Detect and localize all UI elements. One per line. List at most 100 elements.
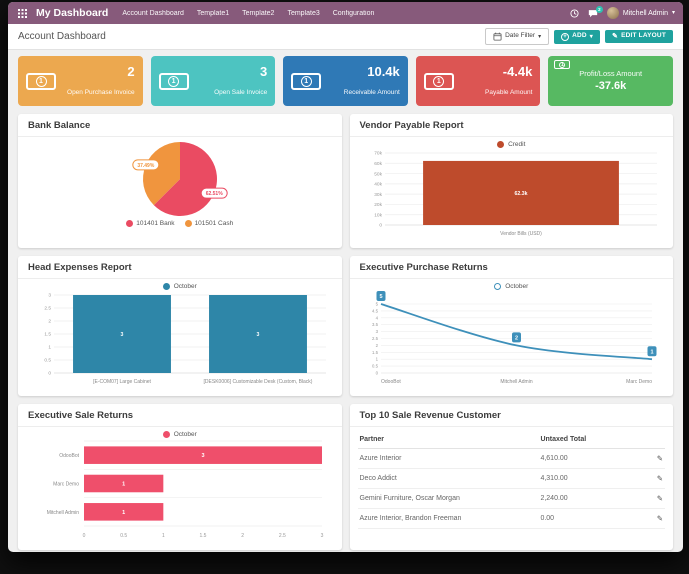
- svg-text:Marc Demo: Marc Demo: [53, 482, 79, 488]
- message-count-badge: 2: [595, 5, 603, 13]
- table-header-untaxed-total: Untaxed Total: [538, 431, 643, 449]
- panel-head-expenses: Head Expenses Report October 0 0.5 1 1.5 2 2.…: [18, 256, 342, 396]
- row-edit-pencil-icon[interactable]: ✎: [656, 454, 663, 463]
- svg-text:0.5: 0.5: [120, 533, 127, 539]
- svg-text:2: 2: [376, 343, 379, 348]
- date-filter-button[interactable]: Date Filter ▾: [485, 28, 550, 45]
- date-filter-label: Date Filter: [505, 32, 536, 40]
- untaxed-total-cell: 4,310.00: [538, 468, 643, 489]
- svg-text:0: 0: [376, 371, 379, 376]
- table-header-partner: Partner: [357, 431, 539, 449]
- kpi-card-profit-loss[interactable]: 1 Profit/Loss Amount -37.6k: [548, 56, 673, 106]
- page-title: Account Dashboard: [18, 31, 106, 42]
- banknote-icon: 1: [158, 72, 189, 90]
- svg-text:3.5: 3.5: [372, 322, 379, 327]
- svg-text:1.5: 1.5: [372, 350, 379, 355]
- kpi-label: Open Purchase Invoice: [67, 89, 135, 96]
- revenue-table: Partner Untaxed Total Azure Interior 4,61…: [357, 431, 665, 529]
- purchase-returns-legend[interactable]: October: [358, 283, 666, 290]
- svg-text:Mitchell Admin: Mitchell Admin: [47, 510, 79, 516]
- edit-layout-button[interactable]: ✎ EDIT LAYOUT: [604, 30, 673, 43]
- nav-item-template3[interactable]: Template3: [287, 9, 320, 17]
- edit-layout-label: EDIT LAYOUT: [621, 32, 666, 40]
- bank-balance-legend: 101401 Bank 101501 Cash: [26, 220, 334, 227]
- table-header-actions: [643, 431, 665, 449]
- vendor-payable-legend[interactable]: Credit: [358, 141, 666, 148]
- svg-text:3: 3: [48, 293, 51, 299]
- kpi-card-open-sale-invoice[interactable]: 1 3 Open Sale Invoice: [150, 56, 276, 106]
- svg-text:1: 1: [651, 349, 654, 355]
- kpi-label: Receivable Amount: [343, 89, 400, 96]
- calendar-icon: [493, 32, 502, 41]
- svg-text:1: 1: [162, 533, 165, 539]
- svg-text:[E-COM07] Large Cabinet: [E-COM07] Large Cabinet: [93, 379, 151, 385]
- panel-title: Bank Balance: [18, 114, 342, 137]
- panel-title: Top 10 Sale Revenue Customer: [349, 404, 673, 427]
- sale-returns-legend[interactable]: October: [26, 431, 334, 438]
- svg-text:1: 1: [122, 510, 125, 516]
- svg-text:Marc Demo: Marc Demo: [626, 379, 652, 385]
- kpi-value: 2: [127, 64, 135, 79]
- svg-text:50k: 50k: [375, 171, 383, 177]
- sale-returns-hbar-chart: 0 0.5 1 1.5 2 2.5 3 3 OdooBot 1 Marc Demo 1 Mitchell…: [47, 440, 323, 539]
- svg-text:5: 5: [376, 302, 379, 307]
- add-button[interactable]: + ADD ▾: [554, 29, 600, 44]
- apps-grid-icon[interactable]: [16, 7, 29, 20]
- plus-icon: +: [561, 32, 570, 41]
- add-label: ADD: [572, 32, 587, 40]
- row-edit-pencil-icon[interactable]: ✎: [656, 514, 663, 523]
- row-edit-pencil-icon[interactable]: ✎: [656, 474, 663, 483]
- control-bar: Account Dashboard Date Filter ▾ + ADD ▾ …: [8, 24, 683, 50]
- main-menu: Account Dashboard Template1 Template2 Te…: [122, 10, 374, 17]
- nav-item-template2[interactable]: Template2: [242, 9, 275, 17]
- svg-text:3: 3: [120, 332, 123, 338]
- user-menu[interactable]: Mitchell Admin ▾: [606, 7, 675, 19]
- legend-ring-dot: [494, 283, 502, 290]
- svg-text:60k: 60k: [375, 161, 383, 167]
- kpi-value: -4.4k: [502, 64, 533, 79]
- legend-label: Credit: [508, 141, 526, 148]
- kpi-label: Open Sale Invoice: [214, 89, 268, 96]
- nav-item-account-dashboard[interactable]: Account Dashboard: [122, 9, 184, 17]
- svg-text:Mitchell Admin: Mitchell Admin: [501, 379, 533, 385]
- head-expenses-legend[interactable]: October: [26, 283, 334, 290]
- legend-dot: [184, 220, 192, 227]
- svg-text:OdooBot: OdooBot: [381, 379, 401, 385]
- panel-sale-returns: Executive Sale Returns October 0 0.5 1 1.5 2…: [18, 404, 342, 550]
- kpi-card-payable-amount[interactable]: 1 -4.4k Payable Amount: [415, 56, 541, 106]
- legend-item[interactable]: 101501 Cash: [184, 220, 233, 227]
- svg-text:62.51%: 62.51%: [205, 191, 223, 197]
- banknote-icon: 1: [554, 60, 571, 69]
- svg-text:0: 0: [82, 533, 85, 539]
- kpi-card-open-purchase-invoice[interactable]: 1 2 Open Purchase Invoice: [18, 56, 143, 106]
- nav-item-template1[interactable]: Template1: [196, 9, 230, 17]
- kpi-card-receivable-amount[interactable]: 1 10.4k Receivable Amount: [283, 56, 408, 106]
- activities-clock-icon[interactable]: [570, 8, 579, 18]
- panels-grid: Bank Balance 62.51% 37.49% 101401 Bank 101…: [18, 114, 673, 550]
- legend-dot: [497, 141, 505, 148]
- svg-text:0: 0: [48, 371, 51, 377]
- brand-title[interactable]: My Dashboard: [36, 7, 109, 19]
- svg-text:2: 2: [515, 336, 518, 342]
- svg-text:3: 3: [376, 329, 379, 334]
- untaxed-total-cell: 0.00: [538, 508, 643, 529]
- action-buttons: Date Filter ▾ + ADD ▾ ✎ EDIT LAYOUT: [485, 28, 673, 45]
- svg-text:3: 3: [320, 533, 323, 539]
- partner-cell: Gemini Furniture, Oscar Morgan: [357, 488, 539, 509]
- svg-text:OdooBot: OdooBot: [59, 453, 79, 459]
- untaxed-total-cell: 2,240.00: [538, 488, 643, 509]
- table-row: Deco Addict 4,310.00 ✎: [357, 468, 665, 489]
- svg-text:20k: 20k: [375, 202, 383, 208]
- systray: 2 Mitchell Admin ▾: [570, 5, 675, 19]
- messages-icon[interactable]: 2: [588, 5, 603, 18]
- nav-item-configuration[interactable]: Configuration: [332, 9, 375, 17]
- legend-item[interactable]: 101401 Bank: [126, 220, 175, 227]
- panel-top-revenue-customers: Top 10 Sale Revenue Customer Partner Unt…: [349, 404, 673, 550]
- row-edit-pencil-icon[interactable]: ✎: [656, 494, 663, 503]
- legend-label: October: [173, 283, 197, 290]
- banknote-icon: 1: [423, 72, 454, 90]
- svg-text:1.5: 1.5: [44, 332, 51, 338]
- panel-title: Executive Purchase Returns: [349, 256, 673, 279]
- panel-purchase-returns: Executive Purchase Returns October 0 0.5 1…: [349, 256, 673, 396]
- legend-label: October: [505, 283, 529, 290]
